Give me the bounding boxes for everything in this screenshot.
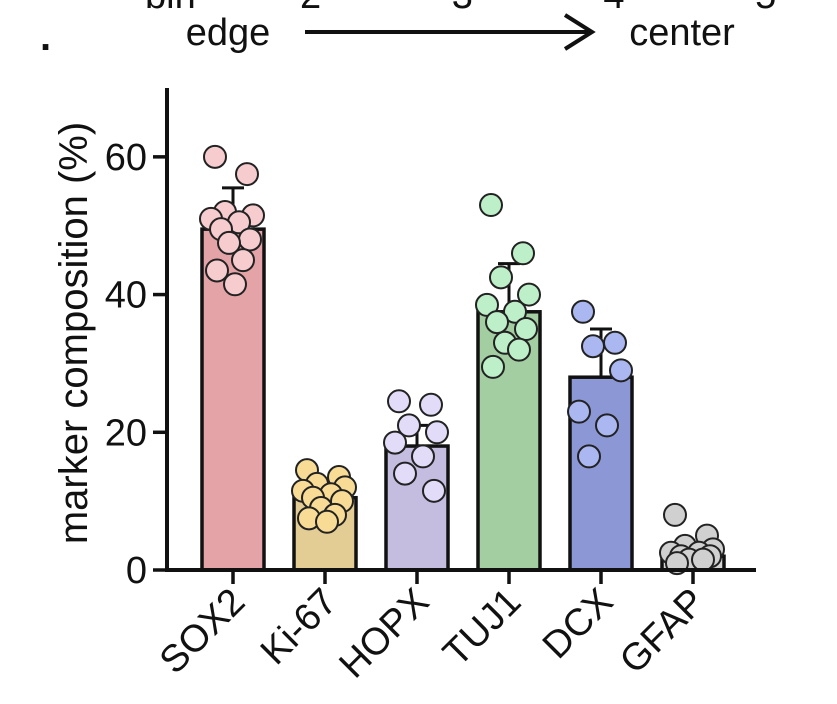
data-point-sox2 [235, 162, 259, 187]
data-point-dcx [595, 413, 619, 438]
data-point-gfap [691, 547, 715, 572]
data-point-hopx [397, 413, 421, 438]
y-tick-label: 60 [105, 137, 147, 179]
data-point-sox2 [231, 248, 255, 273]
data-point-tuj1 [511, 241, 535, 266]
y-tick-label: 40 [105, 275, 147, 317]
header-cut-text-left: bin [145, 0, 196, 17]
data-point-hopx [419, 392, 443, 417]
data-point-hopx [387, 389, 411, 414]
data-point-tuj1 [503, 299, 527, 324]
y-axis-label: marker composition (%) [52, 122, 96, 544]
x-tick-label-gfap: GFAP [612, 581, 713, 682]
header-left-label: edge [186, 12, 271, 54]
header-right-label: center [629, 12, 735, 54]
x-tick-label-dcx: DCX [535, 581, 621, 667]
data-point-dcx [567, 399, 591, 424]
x-tick-label-ki-67: Ki-67 [253, 581, 345, 673]
chart-header: bin 2 3 4 5 6 edge center . [40, 0, 837, 59]
data-point-tuj1 [507, 337, 531, 362]
data-point-sox2 [238, 227, 262, 252]
data-point-gfap [663, 502, 687, 527]
data-point-sox2 [217, 230, 241, 255]
x-tick-label-sox2: SOX2 [152, 581, 253, 682]
data-point-tuj1 [481, 354, 505, 379]
data-point-ki-67 [315, 509, 339, 534]
data-point-hopx [411, 444, 435, 469]
data-point-sox2 [203, 144, 227, 169]
data-point-tuj1 [517, 282, 541, 307]
data-point-sox2 [223, 272, 247, 297]
data-point-hopx [422, 478, 446, 503]
data-point-dcx [603, 330, 627, 355]
data-point-hopx [393, 461, 417, 486]
data-point-sox2 [205, 258, 229, 283]
data-point-tuj1 [489, 265, 513, 290]
data-point-dcx [577, 444, 601, 469]
y-tick-label: 20 [105, 412, 147, 454]
data-point-dcx [571, 299, 595, 324]
gradient-arrow [305, 13, 596, 51]
x-tick-label-tuj1: TUJ1 [435, 581, 529, 675]
data-point-hopx [425, 420, 449, 445]
data-point-tuj1 [514, 317, 538, 341]
y-tick-label: 0 [126, 550, 147, 592]
header-cut-text-mid: 2 3 4 5 6 [300, 0, 837, 17]
panel-marker: . [40, 15, 51, 59]
data-point-dcx [581, 334, 605, 359]
x-tick-label-hopx: HOPX [332, 581, 438, 687]
data-point-tuj1 [485, 310, 509, 335]
data-point-dcx [609, 358, 633, 383]
data-point-hopx [383, 430, 407, 455]
data-point-tuj1 [479, 193, 503, 218]
